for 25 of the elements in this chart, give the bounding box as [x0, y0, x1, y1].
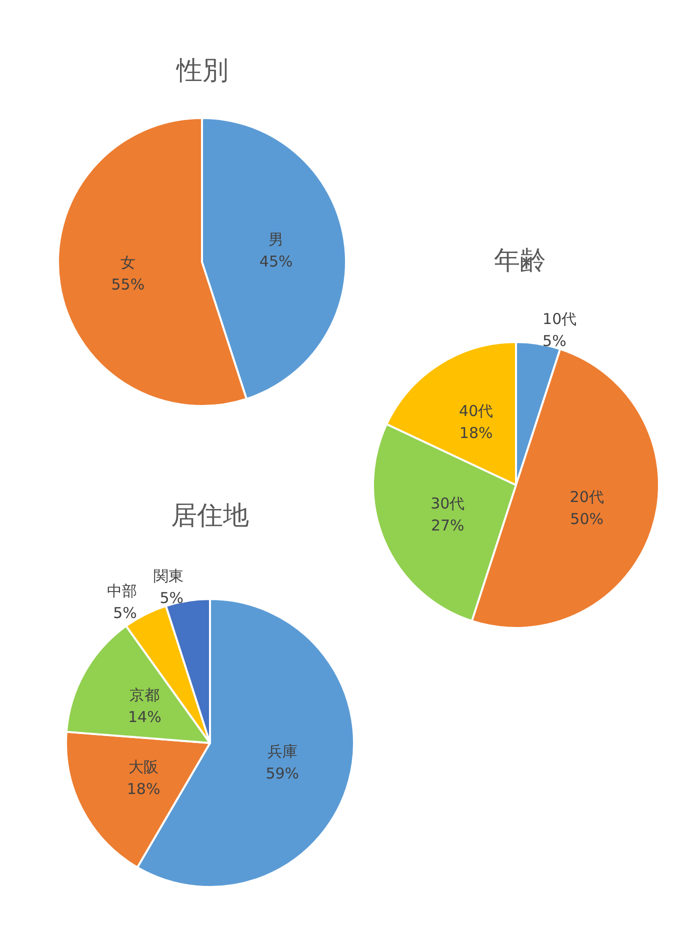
slice-label: 兵庫 — [267, 742, 298, 761]
slice-label: 男 — [268, 230, 284, 248]
data-label: 27% — [430, 516, 464, 535]
slice-label: 関東 — [154, 566, 184, 585]
slice-label: 大阪 — [128, 758, 159, 776]
data-label: 18% — [459, 424, 493, 442]
chart-title: 居住地 — [171, 501, 249, 531]
data-label: 18% — [126, 780, 160, 798]
data-label: 59% — [266, 764, 300, 783]
slice-label: 女 — [120, 254, 136, 272]
data-label: 50% — [570, 510, 604, 528]
slice-label: 30代 — [430, 494, 465, 513]
slice-label: 10代 — [542, 310, 577, 328]
slice-label: 中部 — [106, 582, 137, 600]
chart-title: 年齢 — [494, 246, 546, 276]
slice-label: 京都 — [130, 686, 160, 704]
data-label: 5% — [160, 588, 184, 607]
data-label: 14% — [128, 708, 162, 726]
data-label: 5% — [542, 332, 566, 350]
data-label: 5% — [113, 604, 137, 622]
slice-label: 20代 — [570, 488, 604, 506]
chart-title: 性別 — [176, 56, 228, 86]
slice-label: 40代 — [459, 402, 494, 420]
data-label: 45% — [259, 252, 293, 270]
data-label: 55% — [111, 276, 145, 294]
